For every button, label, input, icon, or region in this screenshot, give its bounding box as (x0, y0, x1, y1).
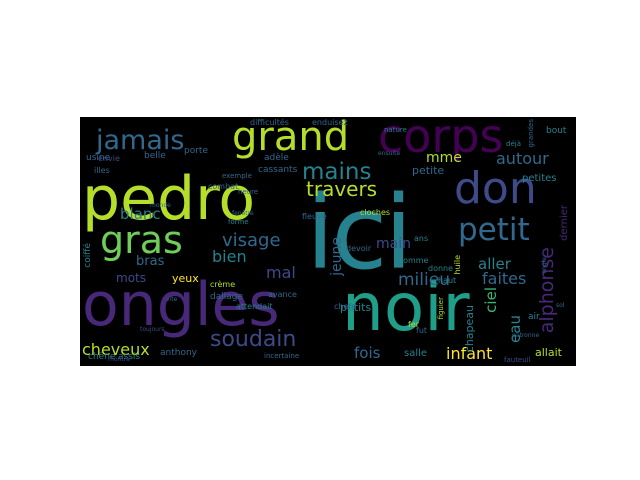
word-allait: allait (535, 346, 562, 359)
word-anthony: anthony (160, 348, 197, 358)
word-don: don (454, 163, 537, 214)
word-main: main (376, 236, 411, 252)
word-grand: grand (232, 117, 350, 160)
word-autour: autour (496, 149, 549, 168)
word-mots: mots (116, 271, 146, 285)
word-visage: visage (222, 230, 281, 251)
word-chapeau: chapeau (463, 305, 476, 353)
word-fenetre: fenêtre (232, 210, 254, 217)
word-incertaine: incertaine (264, 352, 300, 360)
word-grandes: grandes (527, 119, 535, 148)
word-soudain: soudain (210, 327, 297, 352)
word-fois: fois (354, 344, 381, 362)
word-ici: ici (306, 174, 413, 293)
word-gras: gras (100, 218, 183, 262)
word-montra: montra (108, 356, 130, 363)
word-jeune: jeune (329, 237, 345, 276)
word-bras: bras (136, 254, 165, 269)
word-exemple: exemple (222, 172, 252, 180)
word-combat: combat (208, 182, 239, 191)
word-usine: usine (86, 153, 111, 163)
word-bien: bien (212, 247, 247, 266)
word-mains: mains (302, 159, 372, 185)
word-devoir: devoir (346, 244, 372, 253)
word-mme: mme (426, 150, 462, 166)
word-donne: donne (428, 264, 454, 273)
word-monde: monde (150, 202, 171, 209)
word-chefs: chefs (334, 302, 356, 311)
word-air: air (528, 312, 540, 322)
word-fleuve: fleuve (302, 212, 327, 221)
word-porte: porte (184, 146, 208, 156)
word-figuier: figuier (437, 297, 445, 320)
word-nature: nature (384, 126, 407, 134)
word-enduisez: enduisez (312, 118, 348, 127)
word-forme: forme (228, 218, 249, 226)
word-salle: salle (404, 348, 428, 359)
word-creme: crème (210, 280, 236, 289)
word-illes: illes (94, 166, 110, 175)
word-infant: infant (446, 344, 493, 363)
word-faites: faites (482, 269, 527, 288)
word-adele: adèle (264, 153, 289, 163)
word-blanc: blanc (120, 205, 161, 223)
word-avance: avance (268, 290, 297, 299)
word-deja: déjà (506, 140, 521, 148)
word-envie: envie (98, 154, 120, 163)
word-dallage: dallage (210, 292, 243, 302)
word-vite: vite (166, 296, 178, 303)
word-dernier: dernier (559, 205, 570, 241)
word-bout: bout (546, 126, 567, 136)
word-chene: chêne (88, 352, 116, 362)
word-toujours: toujours (140, 326, 165, 333)
word-mal: mal (266, 263, 296, 282)
word-fauteuil: fauteuil (504, 356, 531, 364)
word-fut: fut (416, 326, 428, 335)
word-petites: petites (522, 173, 557, 184)
word-petit: petit (458, 212, 530, 248)
word-pedro: pedro (82, 164, 256, 234)
word-petite: petite (412, 164, 445, 177)
word-ans: ans (414, 234, 429, 243)
word-heure: heure (238, 188, 259, 196)
word-jamais: jamais (96, 125, 185, 156)
word-cloches: cloches (360, 208, 391, 217)
word-assis: assis (118, 352, 141, 362)
word-coiffe: coiffé (83, 243, 93, 268)
word-difficultes: difficultés (250, 118, 289, 127)
word-belle: belle (144, 151, 166, 161)
word-fer: fer (408, 320, 420, 329)
word-homme: homme (398, 256, 429, 265)
word-attendait: attendait (236, 302, 273, 311)
word-noir: noir (342, 269, 470, 346)
word-corps: corps (378, 117, 504, 163)
word-cloud: ici pedro noir ongles corps don grand gr… (80, 117, 576, 366)
word-milieu: milieu (398, 270, 450, 290)
word-sol: sol (556, 302, 565, 309)
word-cheveux: cheveux (82, 340, 150, 359)
word-haut: haut (438, 276, 457, 285)
word-ensuite: ensuite (378, 150, 401, 157)
word-patronne: patronne (512, 332, 540, 339)
word-aller: aller (478, 255, 511, 273)
word-yeux: yeux (172, 272, 199, 285)
word-huile: huile (453, 255, 462, 275)
word-petits: petits (340, 301, 372, 314)
word-ongles: ongles (82, 270, 280, 340)
word-ciel: ciel (482, 287, 500, 313)
word-travers: travers (306, 177, 378, 201)
word-cassants: cassants (258, 165, 298, 175)
word-ongle: ongle (541, 257, 548, 274)
